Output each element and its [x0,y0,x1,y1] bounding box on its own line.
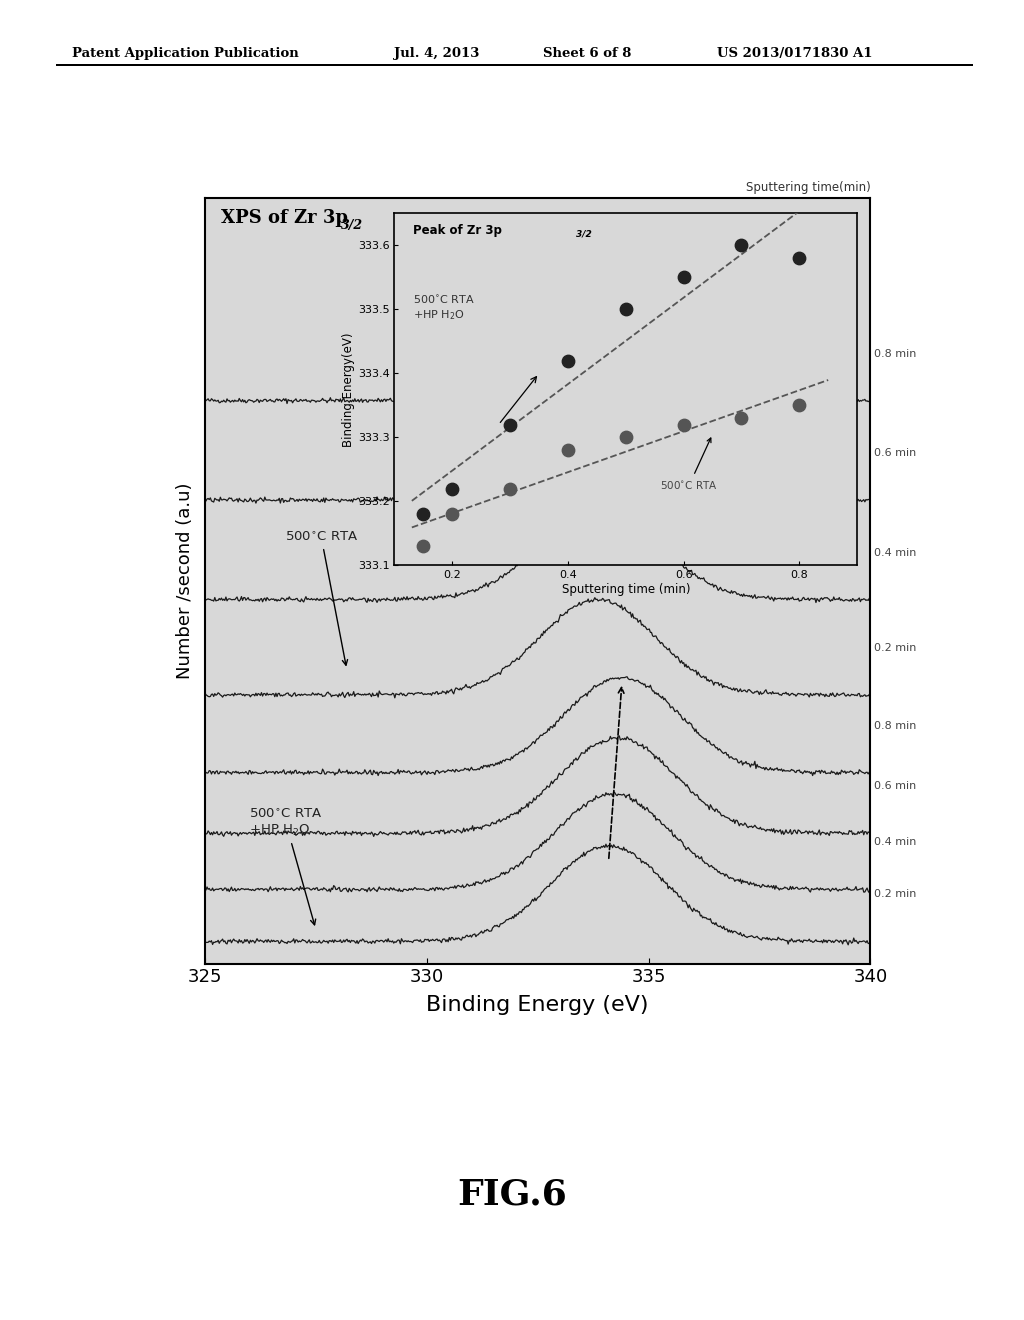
Text: US 2013/0171830 A1: US 2013/0171830 A1 [717,46,872,59]
Text: XPS of Zr 3p: XPS of Zr 3p [221,210,348,227]
Text: Sputtering time(min): Sputtering time(min) [745,181,870,194]
Text: 0.6 min: 0.6 min [873,781,916,791]
Text: 0.4 min: 0.4 min [873,548,916,557]
Text: 0.6 min: 0.6 min [873,449,916,458]
Text: Patent Application Publication: Patent Application Publication [72,46,298,59]
Text: ZrO: ZrO [592,257,635,277]
Y-axis label: Number /second (a.u): Number /second (a.u) [176,483,194,678]
Text: Jul. 4, 2013: Jul. 4, 2013 [394,46,479,59]
Text: 0.2 min: 0.2 min [873,643,916,653]
Text: 500$^{\circ}$C RTA: 500$^{\circ}$C RTA [285,531,358,665]
Text: 0.4 min: 0.4 min [873,837,916,847]
X-axis label: Binding Energy (eV): Binding Energy (eV) [426,995,649,1015]
Text: 0.2 min: 0.2 min [873,890,916,899]
Text: 0.8 min: 0.8 min [873,721,916,731]
Text: FIG.6: FIG.6 [457,1177,567,1212]
Text: 0.8 min: 0.8 min [873,348,916,359]
Text: 3/2: 3/2 [341,219,364,232]
Text: x: x [646,271,655,285]
Text: 500$^{\circ}$C RTA
+HP H$_2$O: 500$^{\circ}$C RTA +HP H$_2$O [249,808,323,925]
Text: Sheet 6 of 8: Sheet 6 of 8 [543,46,631,59]
